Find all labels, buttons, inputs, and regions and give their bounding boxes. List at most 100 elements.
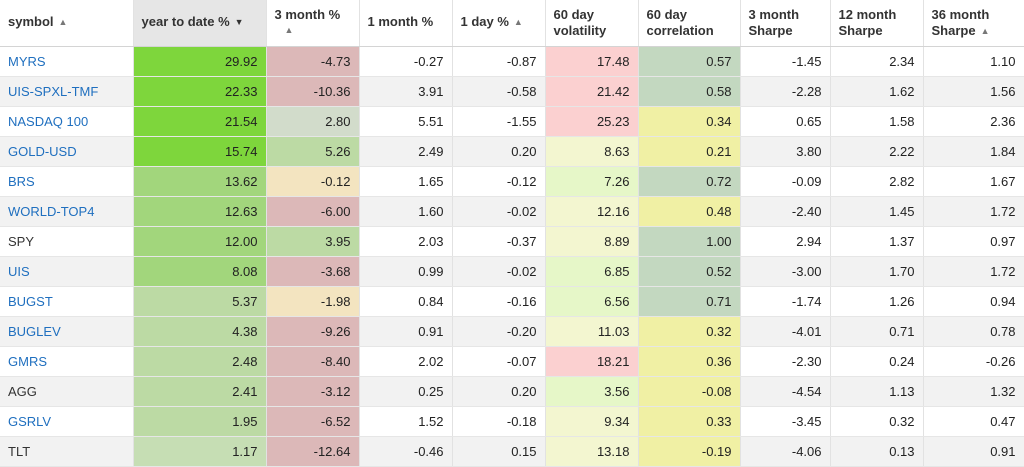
symbol-link[interactable]: WORLD-TOP4 — [8, 203, 95, 219]
col-header-3-month[interactable]: 3 month % ▲ — [266, 0, 360, 47]
sort-asc-icon[interactable]: ▲ — [980, 26, 990, 36]
sort-asc-icon[interactable]: ▲ — [513, 17, 523, 27]
ytd-cell: 8.08 — [133, 256, 267, 287]
col-header-1-month[interactable]: 1 month % — [359, 0, 453, 47]
correlation-cell: 0.48 — [638, 196, 741, 227]
symbol-cell: BUGLEV — [0, 316, 134, 347]
symbol-link[interactable]: BUGLEV — [8, 323, 61, 339]
volatility-cell: 8.63 — [545, 136, 639, 167]
1-day-cell: 0.20 — [452, 376, 546, 407]
table-row: MYRS 29.92 -4.73 -0.27 -0.87 17.48 0.57 -1.45 2.… — [0, 46, 1024, 77]
table-row: TLT 1.17 -12.64 -0.46 0.15 13.18 -0.19 -4.06 0.1… — [0, 436, 1024, 467]
1-day-cell: -0.12 — [452, 166, 546, 197]
col-header-label: symbol — [8, 14, 54, 29]
table-row: GSRLV 1.95 -6.52 1.52 -0.18 9.34 0.33 -3.45 0.32… — [0, 406, 1024, 437]
correlation-cell: 0.36 — [638, 346, 741, 377]
col-header-60-day-volatility[interactable]: 60 day volatility — [545, 0, 639, 47]
1-month-cell: 0.99 — [359, 256, 453, 287]
3-month-cell: -6.00 — [266, 196, 360, 227]
volatility-cell: 12.16 — [545, 196, 639, 227]
sort-asc-icon[interactable]: ▲ — [284, 25, 294, 35]
3-month-sharpe-cell: 3.80 — [740, 136, 831, 167]
symbol-link[interactable]: NASDAQ 100 — [8, 113, 89, 129]
sort-desc-icon[interactable]: ▼ — [234, 17, 244, 27]
symbol-link[interactable]: MYRS — [8, 53, 46, 69]
symbol-cell: GOLD-USD — [0, 136, 134, 167]
ytd-cell: 29.92 — [133, 46, 267, 77]
36-month-sharpe-cell: 0.47 — [923, 406, 1024, 437]
1-day-cell: -0.07 — [452, 346, 546, 377]
1-day-cell: -0.02 — [452, 196, 546, 227]
3-month-cell: -8.40 — [266, 346, 360, 377]
col-header-60-day-correlation[interactable]: 60 day correlation — [638, 0, 741, 47]
sort-asc-icon[interactable]: ▲ — [58, 17, 68, 27]
3-month-sharpe-cell: -1.45 — [740, 46, 831, 77]
table-body: MYRS 29.92 -4.73 -0.27 -0.87 17.48 0.57 -1.45 2.… — [0, 46, 1024, 467]
3-month-cell: -9.26 — [266, 316, 360, 347]
symbol-link[interactable]: UIS — [8, 263, 30, 279]
volatility-cell: 21.42 — [545, 76, 639, 107]
symbol-label: AGG — [8, 383, 37, 399]
3-month-cell: -0.12 — [266, 166, 360, 197]
col-header-label: 1 day % — [460, 14, 509, 29]
36-month-sharpe-cell: 1.84 — [923, 136, 1024, 167]
1-day-cell: -1.55 — [452, 106, 546, 137]
3-month-sharpe-cell: -3.45 — [740, 406, 831, 437]
3-month-sharpe-cell: -4.06 — [740, 436, 831, 467]
symbol-link[interactable]: BUGST — [8, 293, 53, 309]
volatility-cell: 18.21 — [545, 346, 639, 377]
12-month-sharpe-cell: 1.58 — [830, 106, 924, 137]
volatility-cell: 6.56 — [545, 286, 639, 317]
volatility-cell: 3.56 — [545, 376, 639, 407]
ytd-cell: 12.63 — [133, 196, 267, 227]
1-month-cell: -0.46 — [359, 436, 453, 467]
1-day-cell: -0.02 — [452, 256, 546, 287]
symbol-link[interactable]: GSRLV — [8, 413, 52, 429]
col-header-symbol[interactable]: symbol ▲ — [0, 0, 134, 47]
col-header-label-line2: Sharpe — [931, 23, 976, 38]
12-month-sharpe-cell: 2.22 — [830, 136, 924, 167]
ytd-cell: 13.62 — [133, 166, 267, 197]
volatility-cell: 25.23 — [545, 106, 639, 137]
3-month-sharpe-cell: -0.09 — [740, 166, 831, 197]
symbol-label: SPY — [8, 233, 35, 249]
3-month-sharpe-cell: 2.94 — [740, 226, 831, 257]
correlation-cell: 0.32 — [638, 316, 741, 347]
36-month-sharpe-cell: 0.91 — [923, 436, 1024, 467]
col-header-12-month-sharpe[interactable]: 12 month Sharpe — [830, 0, 924, 47]
3-month-sharpe-cell: -2.28 — [740, 76, 831, 107]
3-month-sharpe-cell: -4.54 — [740, 376, 831, 407]
col-header-3-month-sharpe[interactable]: 3 month Sharpe — [740, 0, 831, 47]
36-month-sharpe-cell: 0.78 — [923, 316, 1024, 347]
3-month-sharpe-cell: -4.01 — [740, 316, 831, 347]
symbol-cell: BRS — [0, 166, 134, 197]
ytd-cell: 1.95 — [133, 406, 267, 437]
symbol-cell: GSRLV — [0, 406, 134, 437]
3-month-sharpe-cell: -3.00 — [740, 256, 831, 287]
symbol-link[interactable]: BRS — [8, 173, 35, 189]
correlation-cell: 0.71 — [638, 286, 741, 317]
ytd-cell: 22.33 — [133, 76, 267, 107]
ytd-cell: 2.48 — [133, 346, 267, 377]
col-header-ytd[interactable]: year to date % ▼ — [133, 0, 267, 47]
12-month-sharpe-cell: 2.82 — [830, 166, 924, 197]
1-month-cell: 3.91 — [359, 76, 453, 107]
table-row: BRS 13.62 -0.12 1.65 -0.12 7.26 0.72 -0.09 2.82 1… — [0, 166, 1024, 197]
symbol-link[interactable]: GOLD-USD — [8, 143, 77, 159]
1-day-cell: -0.16 — [452, 286, 546, 317]
table-row: AGG 2.41 -3.12 0.25 0.20 3.56 -0.08 -4.54 1.13 1.… — [0, 376, 1024, 407]
col-header-1-day[interactable]: 1 day % ▲ — [452, 0, 546, 47]
symbol-link[interactable]: GMRS — [8, 353, 47, 369]
symbol-cell: UIS — [0, 256, 134, 287]
correlation-cell: 0.33 — [638, 406, 741, 437]
table-row: GOLD-USD 15.74 5.26 2.49 0.20 8.63 0.21 3.80 2.2… — [0, 136, 1024, 167]
1-day-cell: 0.15 — [452, 436, 546, 467]
col-header-label: 60 day — [553, 7, 594, 22]
symbol-link[interactable]: UIS-SPXL-TMF — [8, 83, 99, 99]
ytd-cell: 12.00 — [133, 226, 267, 257]
ytd-cell: 21.54 — [133, 106, 267, 137]
1-month-cell: 2.02 — [359, 346, 453, 377]
col-header-label: 3 month % — [274, 7, 341, 22]
col-header-36-month-sharpe[interactable]: 36 month Sharpe ▲ — [923, 0, 1024, 47]
correlation-cell: 0.52 — [638, 256, 741, 287]
